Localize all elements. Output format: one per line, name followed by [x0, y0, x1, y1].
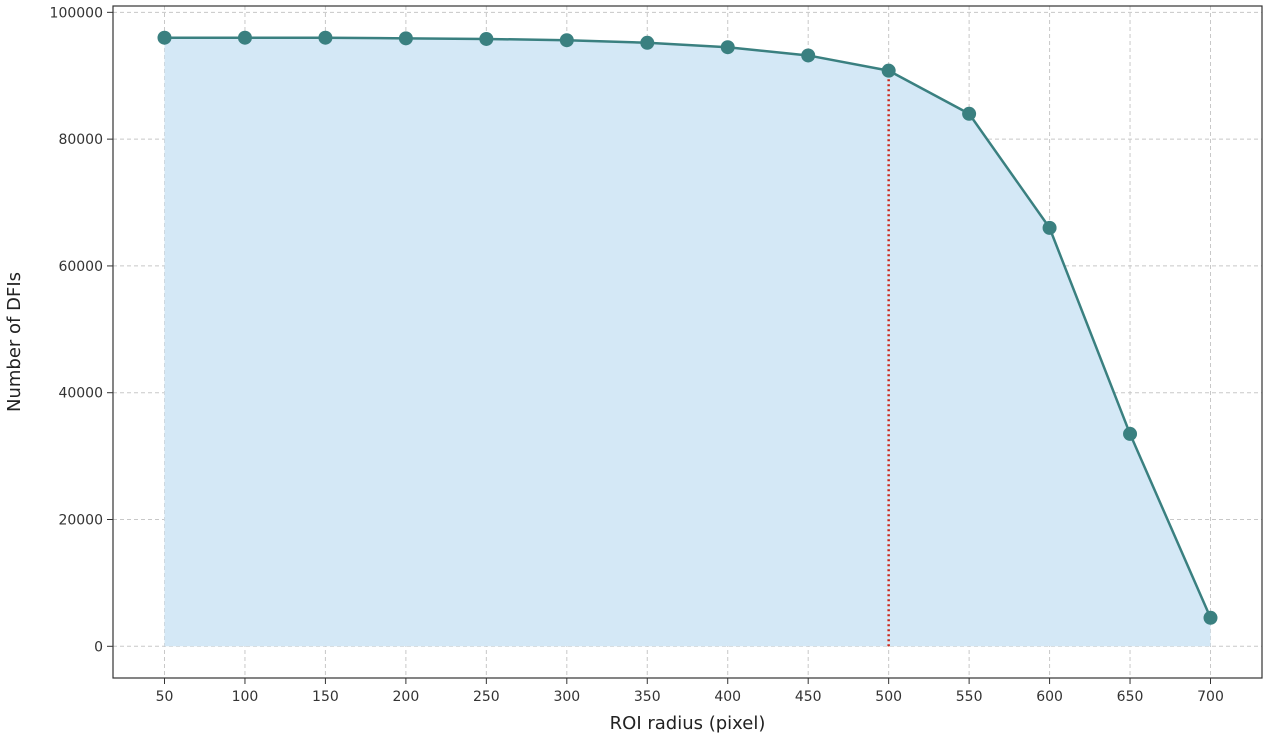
- x-tick-label: 350: [634, 689, 661, 705]
- data-point: [559, 33, 574, 48]
- area-fill-layer: [164, 37, 1211, 647]
- plot-frame: [112, 5, 1263, 679]
- data-point: [237, 30, 252, 45]
- y-axis-ticks: 0 20000 40000 60000 80000 100000: [50, 5, 113, 655]
- x-tick-label: 50: [156, 689, 174, 705]
- data-point: [1203, 610, 1218, 625]
- data-point: [720, 40, 735, 55]
- x-tick-label: 400: [714, 689, 741, 705]
- data-point: [881, 63, 896, 78]
- x-tick-label: 450: [795, 689, 822, 705]
- y-tick-label: 60000: [58, 259, 103, 275]
- series-line: [164, 36, 1212, 619]
- x-tick-label: 700: [1197, 689, 1224, 705]
- data-point: [801, 48, 816, 63]
- y-tick-label: 40000: [58, 386, 103, 402]
- x-tick-label: 550: [956, 689, 983, 705]
- data-point: [318, 30, 333, 45]
- x-tick-label: 600: [1036, 689, 1063, 705]
- data-point: [479, 31, 494, 46]
- x-tick-label: 200: [393, 689, 420, 705]
- area-fill: [164, 37, 1211, 647]
- x-tick-label: 100: [232, 689, 259, 705]
- x-tick-label: 500: [875, 689, 902, 705]
- data-point: [962, 106, 977, 121]
- y-tick-label: 100000: [50, 5, 103, 21]
- y-tick-label: 20000: [58, 513, 103, 529]
- x-tick-label: 150: [312, 689, 339, 705]
- x-tick-label: 650: [1117, 689, 1144, 705]
- y-tick-label: 80000: [58, 132, 103, 148]
- y-tick-label: 0: [94, 639, 103, 655]
- x-axis-ticks: 50 100 150 200 250 300 350 400 450 500 550 600 650 70…: [156, 678, 1224, 705]
- data-point: [1042, 220, 1057, 235]
- y-axis-title: Number of DFIs: [4, 272, 25, 412]
- data-point: [157, 30, 172, 45]
- data-point-layer: [157, 30, 1218, 625]
- x-axis-title: ROI radius (pixel): [610, 713, 766, 734]
- x-tick-label: 250: [473, 689, 500, 705]
- series-line-layer: [164, 36, 1212, 619]
- data-point: [398, 31, 413, 46]
- data-point: [640, 35, 655, 50]
- data-point: [1123, 426, 1138, 441]
- x-tick-label: 300: [553, 689, 580, 705]
